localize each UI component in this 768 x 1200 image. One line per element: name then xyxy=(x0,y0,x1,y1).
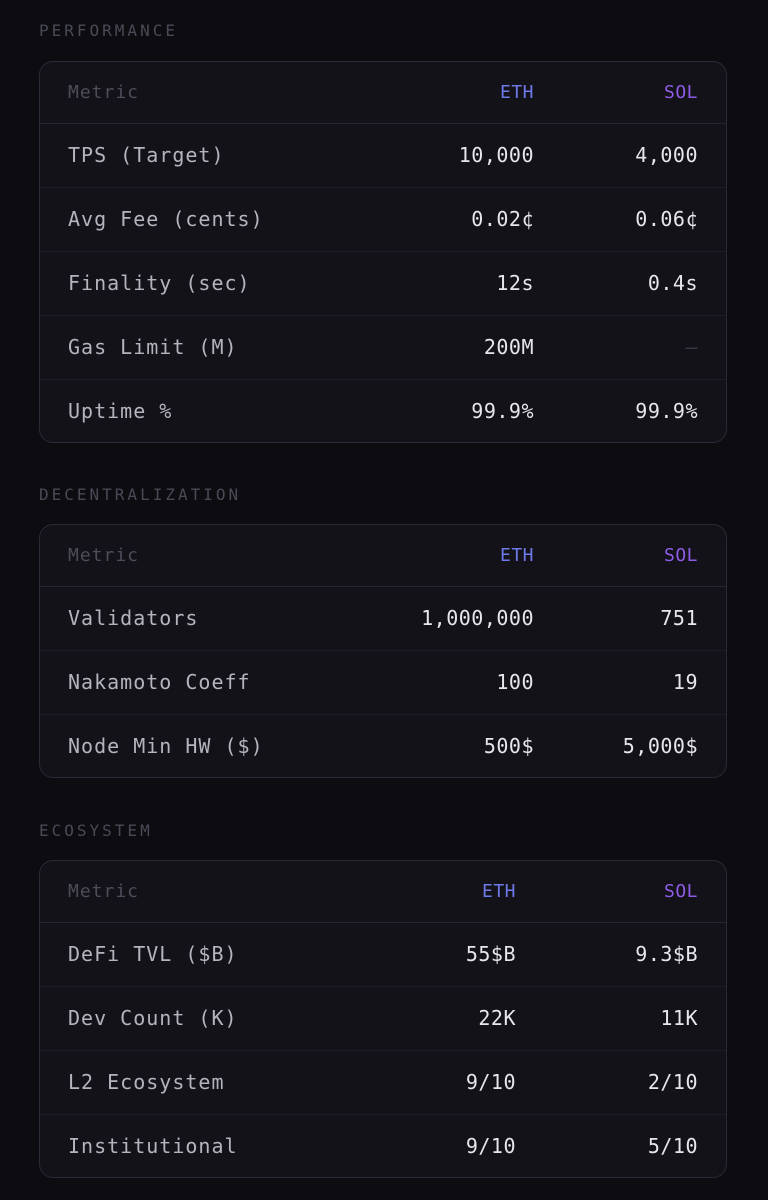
header-sol: SOL xyxy=(663,881,698,902)
row-metric: Nakamoto Coeff xyxy=(68,670,251,694)
row-sol-value: 0.4s xyxy=(647,271,698,295)
header-metric: Metric xyxy=(68,545,140,566)
row-metric: Uptime % xyxy=(68,399,173,423)
table-header: Metric ETH SOL xyxy=(40,525,726,587)
table-row: Avg Fee (cents) 0.02¢ 0.06¢ xyxy=(40,188,726,252)
row-eth-value: 10,000 xyxy=(458,143,534,167)
row-eth-value: 9/10 xyxy=(465,1134,516,1158)
row-eth-value: 100 xyxy=(496,670,534,694)
row-sol-value: 11K xyxy=(660,1006,698,1030)
row-sol-value: 99.9% xyxy=(635,399,698,423)
table-row: Gas Limit (M) 200M — xyxy=(40,316,726,380)
row-metric: Institutional xyxy=(68,1134,238,1158)
header-eth: ETH xyxy=(499,545,534,566)
table-row: Node Min HW ($) 500$ 5,000$ xyxy=(40,715,726,777)
table-row: DeFi TVL ($B) 55$B 9.3$B xyxy=(40,923,726,987)
row-sol-value: 9.3$B xyxy=(635,942,698,966)
table-row: Dev Count (K) 22K 11K xyxy=(40,987,726,1051)
table-header: Metric ETH SOL xyxy=(40,62,726,124)
row-eth-value: 22K xyxy=(478,1006,516,1030)
row-eth-value: 9/10 xyxy=(465,1070,516,1094)
section-title-ecosystem: ECOSYSTEM xyxy=(39,821,153,840)
row-sol-value: 5/10 xyxy=(647,1134,698,1158)
header-sol: SOL xyxy=(663,82,698,103)
row-metric: Avg Fee (cents) xyxy=(68,207,264,231)
table-row: Nakamoto Coeff 100 19 xyxy=(40,651,726,715)
row-eth-value: 500$ xyxy=(483,734,534,758)
table-row: TPS (Target) 10,000 4,000 xyxy=(40,124,726,188)
row-metric: L2 Ecosystem xyxy=(68,1070,225,1094)
row-eth-value: 0.02¢ xyxy=(471,207,534,231)
section-title-performance: PERFORMANCE xyxy=(39,21,178,40)
table-row: Finality (sec) 12s 0.4s xyxy=(40,252,726,316)
row-eth-value: 12s xyxy=(496,271,534,295)
row-sol-value: 0.06¢ xyxy=(635,207,698,231)
row-sol-value: 5,000$ xyxy=(622,734,698,758)
row-sol-value: 2/10 xyxy=(647,1070,698,1094)
header-sol: SOL xyxy=(663,545,698,566)
row-eth-value: 55$B xyxy=(465,942,516,966)
header-eth: ETH xyxy=(481,881,516,902)
row-metric: Node Min HW ($) xyxy=(68,734,264,758)
row-eth-value: 1,000,000 xyxy=(421,606,534,630)
section-title-decentralization: DECENTRALIZATION xyxy=(39,485,242,504)
table-header: Metric ETH SOL xyxy=(40,861,726,923)
row-sol-value-empty: — xyxy=(685,335,698,359)
table-row: Uptime % 99.9% 99.9% xyxy=(40,380,726,442)
row-metric: Gas Limit (M) xyxy=(68,335,238,359)
row-metric: TPS (Target) xyxy=(68,143,225,167)
row-sol-value: 4,000 xyxy=(635,143,698,167)
row-metric: Validators xyxy=(68,606,199,630)
row-sol-value: 751 xyxy=(660,606,698,630)
header-eth: ETH xyxy=(499,82,534,103)
row-sol-value: 19 xyxy=(672,670,698,694)
table-row: Validators 1,000,000 751 xyxy=(40,587,726,651)
performance-table: Metric ETH SOL TPS (Target) 10,000 4,000… xyxy=(39,61,727,443)
table-row: Institutional 9/10 5/10 xyxy=(40,1115,726,1177)
ecosystem-table: Metric ETH SOL DeFi TVL ($B) 55$B 9.3$B … xyxy=(39,860,727,1178)
row-eth-value: 200M xyxy=(483,335,534,359)
table-row: L2 Ecosystem 9/10 2/10 xyxy=(40,1051,726,1115)
row-metric: Finality (sec) xyxy=(68,271,251,295)
decentralization-table: Metric ETH SOL Validators 1,000,000 751 … xyxy=(39,524,727,778)
row-metric: Dev Count (K) xyxy=(68,1006,238,1030)
header-metric: Metric xyxy=(68,82,140,103)
header-metric: Metric xyxy=(68,881,140,902)
row-metric: DeFi TVL ($B) xyxy=(68,942,238,966)
row-eth-value: 99.9% xyxy=(471,399,534,423)
